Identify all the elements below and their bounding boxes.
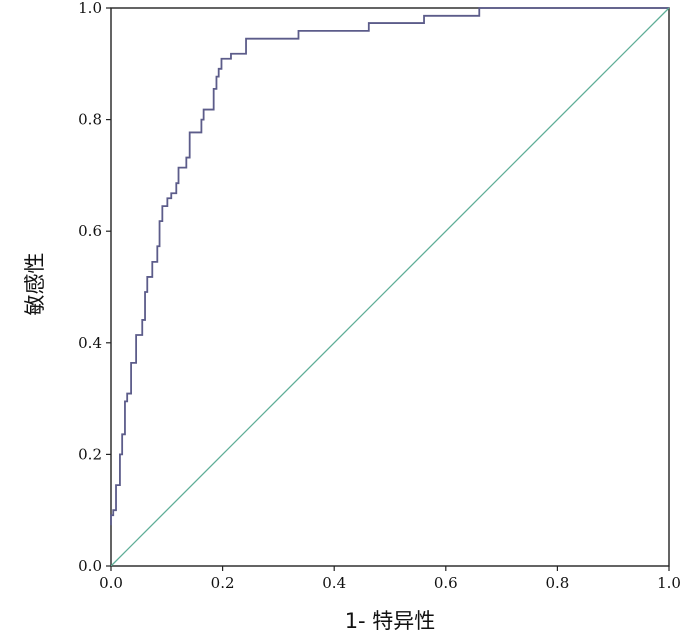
y-tick-label: 0.6: [78, 222, 102, 240]
y-tick-label: 0.2: [78, 445, 102, 463]
y-tick-label: 0.4: [78, 334, 102, 352]
x-tick-label: 0.2: [211, 574, 235, 592]
plot-frame: [110, 7, 670, 567]
x-tick-label: 1.0: [657, 574, 681, 592]
x-axis-title: 1- 特异性: [345, 609, 436, 633]
y-tick-label: 1.0: [78, 0, 102, 17]
series-layer: [110, 7, 670, 567]
y-axis-ticks: 0.0 0.2 0.4 0.6 0.8 1.0: [78, 0, 111, 575]
y-tick-label: 0.0: [78, 557, 102, 575]
plot-border: [110, 7, 670, 567]
x-tick-label: 0.0: [99, 574, 123, 592]
x-tick-label: 0.6: [434, 574, 458, 592]
y-tick-label: 0.8: [78, 111, 102, 129]
reference-diagonal-line: [110, 7, 670, 567]
x-tick-label: 0.4: [322, 574, 346, 592]
y-axis-title: 敏感性: [23, 253, 47, 316]
roc-curve-line: [110, 7, 669, 526]
x-axis-ticks: 0.0 0.2 0.4 0.6 0.8 1.0: [99, 566, 681, 592]
x-tick-label: 0.8: [545, 574, 569, 592]
